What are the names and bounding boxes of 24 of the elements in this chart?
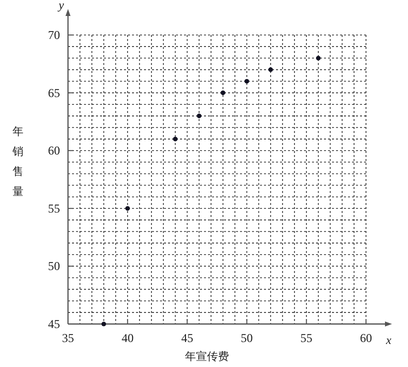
x-tick-label: 55 [300,331,312,345]
x-tick-label: 60 [360,331,372,345]
y-tick-label: 70 [48,28,60,42]
point [244,78,250,84]
point [268,67,273,72]
y-tick-label: 50 [48,259,60,274]
point [125,206,130,211]
x-tick-label: 50 [240,331,253,345]
x-tick-label: 45 [181,331,194,345]
text: x [385,333,392,347]
point [316,56,321,60]
y-tick-label: 60 [48,144,60,158]
text: y [58,0,65,12]
point [220,90,226,96]
point [172,136,178,142]
x-tick-label: 35 [62,331,74,345]
y-tick-label: 55 [48,201,60,216]
y-axis-title: 年销售量 [12,125,24,198]
x-axis-title: 年宣传费 [185,350,229,363]
y-tick-label: 65 [48,86,60,100]
y-tick-label: 45 [48,317,60,331]
point [196,114,202,118]
x-tick-label: 40 [122,331,134,345]
point [101,322,106,326]
